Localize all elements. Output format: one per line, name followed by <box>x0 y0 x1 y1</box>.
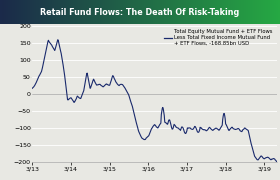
Text: Retail Fund Flows: The Death Of Risk-Taking: Retail Fund Flows: The Death Of Risk-Tak… <box>40 8 240 17</box>
Legend: Total Equity Mutual Fund + ETF Flows
Less Total Fixed Income Mutual Fund
+ ETF F: Total Equity Mutual Fund + ETF Flows Les… <box>162 27 275 48</box>
